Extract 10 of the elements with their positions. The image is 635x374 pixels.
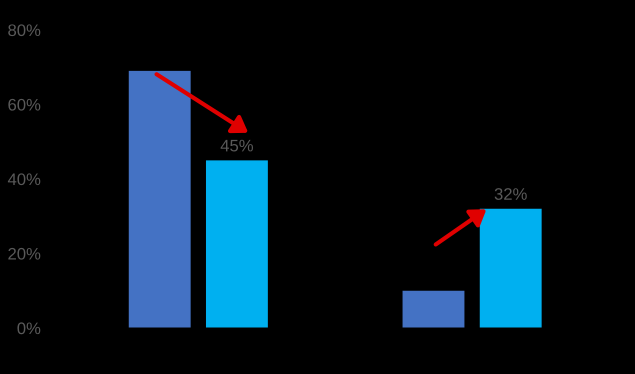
y-tick-label: 80% <box>8 24 40 36</box>
y-tick-label: 60% <box>8 98 40 111</box>
y-tick-label: 20% <box>8 248 40 260</box>
bar <box>402 290 464 328</box>
bar <box>206 160 268 328</box>
bar <box>480 208 542 328</box>
y-tick-label: 40% <box>8 173 40 186</box>
y-tick-label: 0% <box>17 322 40 334</box>
data-label: 32% <box>494 188 527 200</box>
data-label: 45% <box>220 140 254 152</box>
